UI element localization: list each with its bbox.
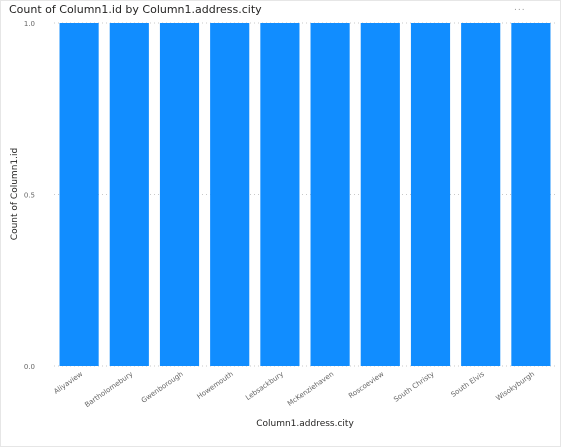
y-axis: 0.0 0.5 1.0 [24,20,35,371]
chart-title: Count of Column1.id by Column1.address.c… [9,3,262,16]
bar[interactable] [461,23,501,366]
x-tick-label: Lebsackbury [244,370,285,402]
bar[interactable] [310,23,350,366]
x-tick-label: McKenziehaven [286,370,335,408]
bar[interactable] [59,23,99,366]
y-tick-label: 0.5 [24,192,35,200]
bar[interactable] [109,23,149,366]
x-axis: Aliyaview Bartholomebury Gwenborough Howemo… [52,370,536,409]
y-tick-label: 0.0 [24,363,35,371]
bar[interactable] [360,23,400,366]
x-tick-label: Gwenborough [140,370,185,405]
y-axis-title: Count of Column1.id [10,148,20,240]
y-tick-label: 1.0 [24,20,35,28]
bar[interactable] [159,23,200,366]
bar[interactable] [410,23,451,366]
bar[interactable] [260,23,300,366]
x-tick-label: Howemouth [196,370,235,401]
x-tick-label: Wisokyburgh [495,370,537,402]
x-tick-label: South Christy [392,370,435,404]
x-tick-label: Aliyaview [52,370,84,396]
bars [59,23,551,366]
x-tick-label: Roscoeview [347,370,385,400]
bar[interactable] [210,23,250,366]
x-tick-label: Bartholomebury [83,370,134,409]
x-tick-label: South Elvis [450,370,487,399]
x-axis-title: Column1.address.city [256,419,354,429]
more-options-icon[interactable]: ... [514,3,526,13]
bar[interactable] [511,23,551,366]
